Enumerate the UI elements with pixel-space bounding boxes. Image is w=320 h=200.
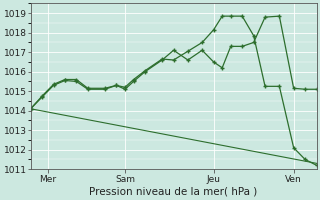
X-axis label: Pression niveau de la mer( hPa ): Pression niveau de la mer( hPa ) [90, 187, 258, 197]
